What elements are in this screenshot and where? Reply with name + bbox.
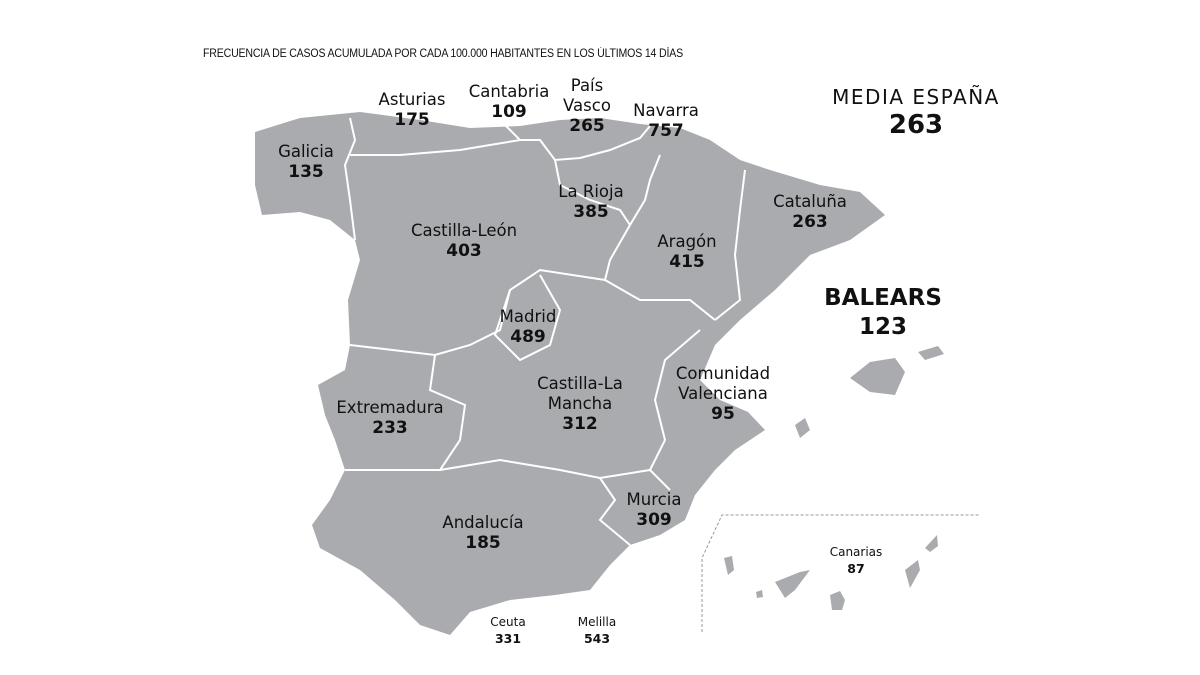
region-value: 331 [494,631,522,646]
region-name: Melilla [577,615,617,629]
region-castilla-la-mancha: Castilla-La Mancha 312 [525,374,635,434]
region-value: 385 [573,202,609,222]
region-name: Cataluña [773,192,847,211]
region-value: 309 [636,510,672,530]
region-name: Andalucía [442,513,524,532]
region-melilla: Melilla 543 [578,614,616,648]
region-andalucia: Andalucía 185 [442,513,523,553]
region-value: 312 [562,414,598,434]
region-aragon: Aragón 415 [657,232,716,272]
region-value: 757 [648,121,684,141]
region-value: 95 [711,404,735,424]
region-name: Aragón [657,232,717,251]
region-name: Murcia [626,490,682,509]
region-value: 135 [288,162,324,182]
region-pais-vasco: País Vasco 265 [557,76,617,136]
ibiza [795,418,810,438]
region-galicia: Galicia 135 [278,142,334,182]
region-value: 87 [847,561,865,576]
region-name: La Rioja [558,182,624,201]
region-borders [343,117,746,546]
region-madrid: Madrid 489 [500,307,557,347]
canarias-inset [701,514,980,632]
mallorca [850,358,905,395]
national-average-label: MEDIA ESPAÑA [832,85,1000,109]
region-castilla-leon: Castilla-León 403 [411,221,517,261]
region-name: Ceuta [490,615,526,629]
region-value: 233 [372,418,408,438]
region-canarias: Canarias 87 [830,544,883,578]
region-name: Galicia [278,142,334,161]
region-name: Castilla-La Mancha [537,374,623,413]
region-balears: BALEARS 123 [824,284,942,342]
region-name: Canarias [829,545,883,559]
menorca [918,346,944,360]
region-cataluna: Cataluña 263 [773,192,847,232]
region-la-rioja: La Rioja 385 [558,182,623,222]
region-name: Navarra [633,101,699,120]
region-name: Cantabria [468,82,550,101]
national-average: MEDIA ESPAÑA 263 [832,84,1000,140]
region-value: 263 [792,212,828,232]
region-value: 403 [446,241,482,261]
region-cantabria: Cantabria 109 [469,82,550,122]
region-value: 415 [669,252,705,272]
region-value: 109 [491,102,527,122]
region-value: 123 [858,314,907,340]
region-name: Comunidad Valenciana [675,364,771,403]
region-comunidad-valenciana: Comunidad Valenciana 95 [663,364,783,424]
region-name: BALEARS [824,285,942,311]
region-value: 265 [569,116,605,136]
map-title: FRECUENCIA DE CASOS ACUMULADA POR CADA 1… [203,48,683,60]
region-ceuta: Ceuta 331 [490,614,525,648]
region-asturias: Asturias 175 [379,90,446,130]
national-average-value: 263 [888,110,944,140]
region-extremadura: Extremadura 233 [336,398,443,438]
balearic-islands [795,346,944,438]
region-murcia: Murcia 309 [627,490,682,530]
region-name: Extremadura [336,398,444,417]
region-value: 175 [394,110,430,130]
region-value: 185 [465,533,501,553]
region-name: País Vasco [563,76,611,115]
region-name: Madrid [499,307,557,326]
region-value: 543 [583,631,611,646]
region-name: Asturias [378,90,446,109]
region-navarra: Navarra 757 [633,101,699,141]
region-name: Castilla-León [410,221,518,240]
mainland-spain [255,112,885,635]
region-value: 489 [510,327,546,347]
